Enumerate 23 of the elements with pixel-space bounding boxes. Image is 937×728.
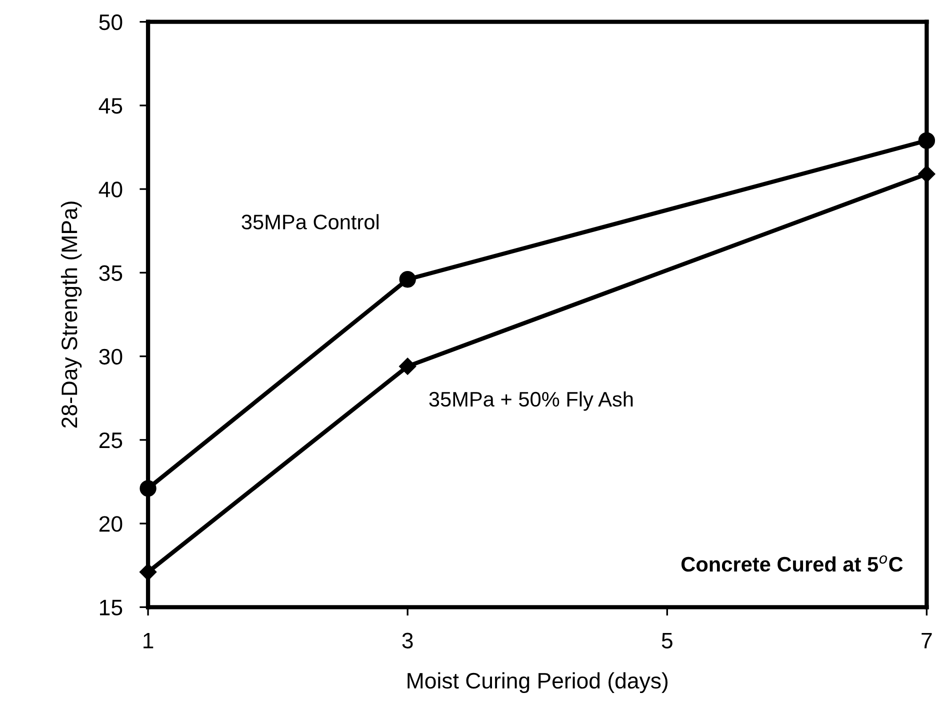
y-tick-label: 50 — [99, 14, 122, 30]
point — [918, 165, 936, 183]
point — [139, 563, 157, 581]
x-tick-label: 1 — [144, 632, 154, 648]
y-tick-label: 40 — [98, 182, 122, 198]
x-tick-label: 3 — [402, 632, 413, 648]
y-tick-label: 25 — [99, 432, 122, 448]
text: 35MPa Control — [242, 214, 378, 230]
y-tick-label: 45 — [98, 98, 122, 114]
x-axis-title: Moist Curing Period (days) — [408, 672, 668, 694]
point — [399, 358, 416, 375]
point — [918, 132, 936, 149]
point — [399, 271, 416, 288]
annotation: Concrete Cured at 5$^{o}$C — [681, 555, 903, 572]
series-label: 35MPa + 50% Fly Ash — [429, 391, 633, 411]
x-tick-label: 5 — [662, 632, 672, 648]
x-tick-label: 7 — [922, 632, 932, 648]
y-tick-label: 30 — [99, 348, 122, 365]
y-tick-label: 20 — [99, 516, 122, 532]
y-tick-label: 35 — [99, 265, 122, 281]
y-axis-title: 28-Day Strength (MPa) — [60, 202, 82, 428]
point — [140, 480, 156, 497]
y-tick-label: 15 — [100, 600, 122, 616]
